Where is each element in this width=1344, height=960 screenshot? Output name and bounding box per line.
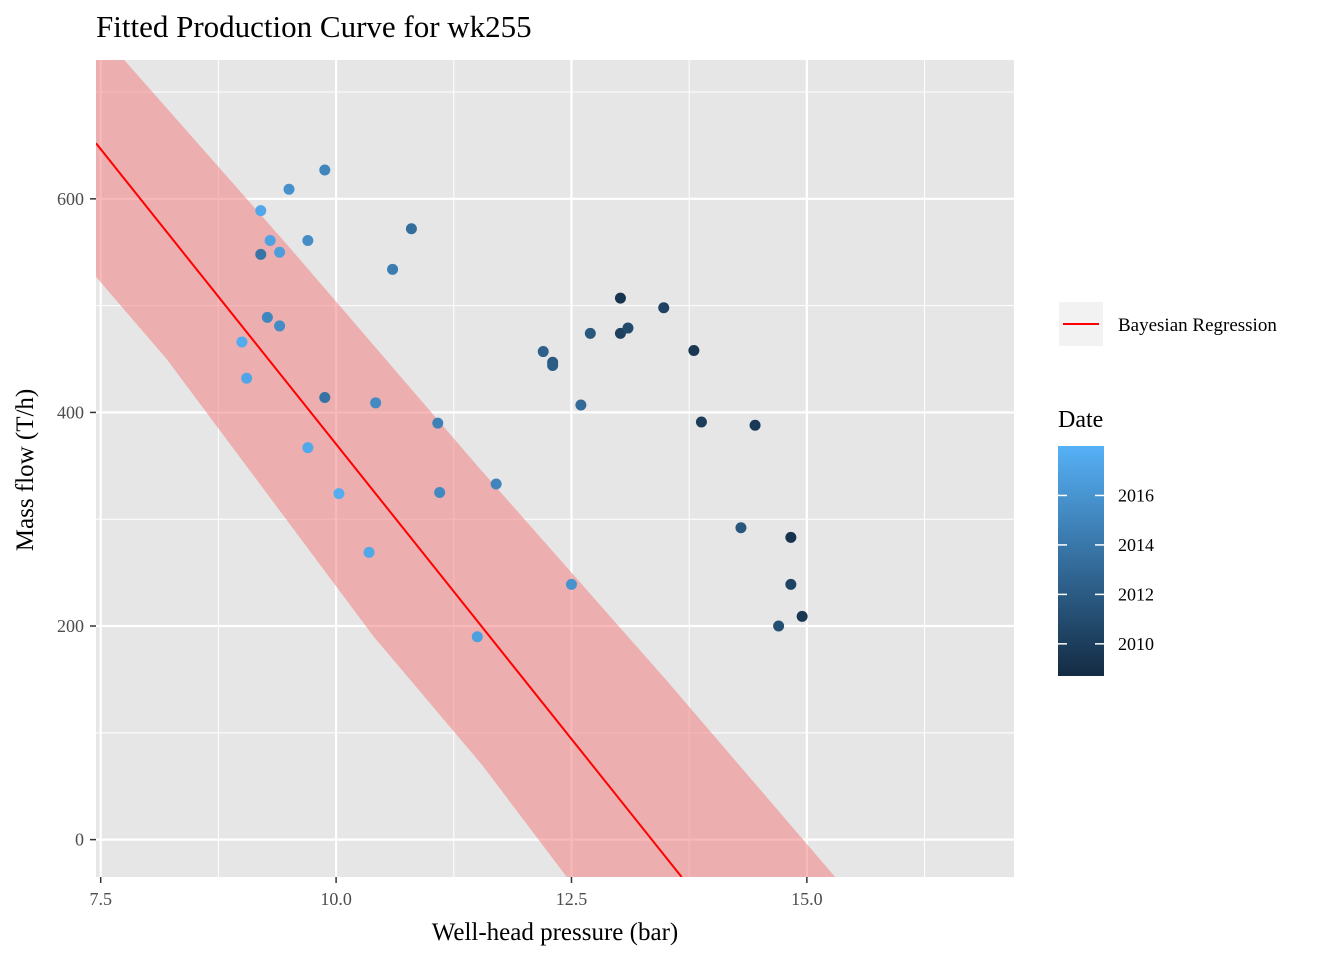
colorbar-tick-label: 2010 [1118, 634, 1154, 654]
data-point [261, 311, 273, 323]
data-point [387, 263, 399, 275]
legend-line-key: Bayesian Regression [1059, 302, 1277, 346]
data-point [370, 397, 382, 409]
colorbar-ticks: 2010 2012 2014 2016 [1058, 485, 1154, 654]
data-point [236, 336, 248, 348]
data-point [735, 522, 747, 534]
legend-colorbar: Date 2010 2012 2014 2016 [1058, 407, 1154, 676]
x-tick-label: 15.0 [791, 889, 823, 909]
data-point [264, 234, 276, 246]
data-point [565, 578, 577, 590]
data-point [490, 478, 502, 490]
legend-color-title: Date [1058, 407, 1103, 433]
regression-line [96, 142, 683, 877]
colorbar-tick-label: 2012 [1118, 584, 1154, 604]
x-tick-label: 12.5 [556, 889, 588, 909]
chart-title: Fitted Production Curve for wk255 [96, 9, 532, 44]
data-point [584, 327, 596, 339]
data-point [434, 487, 446, 499]
data-point [688, 344, 700, 356]
x-tick-label: 7.5 [89, 889, 112, 909]
data-point [302, 234, 314, 246]
data-point [274, 320, 286, 332]
x-axis-title: Well-head pressure (bar) [432, 919, 678, 946]
data-point [363, 546, 375, 558]
y-tick-label: 400 [57, 402, 84, 422]
data-point [785, 578, 797, 590]
y-tick-label: 600 [57, 189, 84, 209]
data-point [658, 302, 670, 314]
data-point [622, 322, 634, 334]
colorbar-tick-label: 2014 [1118, 535, 1154, 555]
data-point [241, 372, 253, 384]
x-axis: 7.5 10.0 12.5 15.0 [89, 877, 823, 909]
data-point [695, 416, 707, 428]
data-point [575, 399, 587, 411]
data-point [432, 417, 444, 429]
colorbar [1058, 446, 1104, 676]
data-point [274, 246, 286, 258]
plot-panel [96, 60, 1014, 877]
data-point [319, 164, 331, 176]
data-point [302, 442, 314, 454]
data-point [614, 292, 626, 304]
data-point [283, 183, 295, 195]
data-point [255, 205, 267, 217]
credible-band [96, 60, 836, 877]
y-axis-title: Mass flow (T/h) [12, 389, 39, 551]
data-point [796, 610, 808, 622]
y-axis: 0 200 400 600 [57, 189, 96, 850]
data-point [773, 620, 785, 632]
data-point [785, 531, 797, 543]
x-tick-label: 10.0 [320, 889, 352, 909]
y-tick-label: 0 [75, 830, 84, 850]
data-point [405, 223, 417, 235]
data-point [471, 631, 483, 643]
data-point [255, 248, 267, 260]
legend-line-label: Bayesian Regression [1118, 315, 1277, 336]
data-point [537, 346, 549, 358]
scatter-points [236, 164, 808, 643]
data-point [319, 391, 331, 403]
y-tick-label: 200 [57, 616, 84, 636]
data-point [333, 488, 345, 500]
data-point [547, 359, 559, 371]
colorbar-tick-label: 2016 [1118, 485, 1154, 505]
data-point [749, 419, 761, 431]
